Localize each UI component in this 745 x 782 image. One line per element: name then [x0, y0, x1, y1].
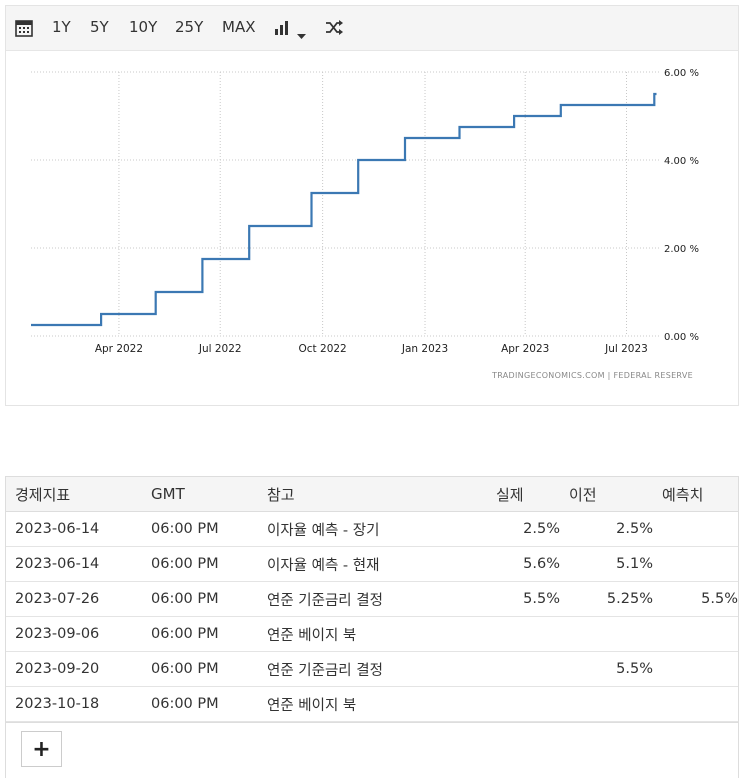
cell-event: 이자율 예측 - 현재	[258, 546, 487, 582]
cell-date: 2023-06-14	[6, 511, 142, 547]
x-tick-label: Apr 2023	[501, 343, 549, 355]
cell-forecast	[653, 686, 738, 722]
range-5y-button[interactable]: 5Y	[90, 18, 109, 36]
cell-date: 2023-10-18	[6, 686, 142, 722]
table-header-row: 경제지표 GMT 참고 실제 이전 예측치	[6, 477, 738, 512]
chart-toolbar: 1Y 5Y 10Y 25Y MAX	[6, 6, 738, 51]
table-row: 2023-06-14 06:00 PM 이자율 예측 - 장기 2.5% 2.5%	[6, 511, 738, 547]
cell-time: 06:00 PM	[142, 616, 258, 652]
cell-previous: 5.1%	[560, 546, 653, 582]
x-tick-label: Jan 2023	[401, 343, 448, 355]
cell-forecast	[653, 546, 738, 582]
cell-event: 이자율 예측 - 장기	[258, 511, 487, 547]
series-line-interest-rate	[31, 92, 657, 327]
col-header-reference: 참고	[258, 477, 487, 512]
cell-previous: 5.25%	[560, 581, 653, 617]
cell-previous	[560, 686, 653, 722]
table-row: 2023-10-18 06:00 PM 연준 베이지 북	[6, 686, 738, 722]
chart-source-label: TRADINGECONOMICS.COM | FEDERAL RESERVE	[491, 371, 693, 380]
cell-event: 연준 기준금리 결정	[258, 581, 487, 617]
y-tick-label: 4.00 %	[664, 156, 699, 167]
chart-grid	[31, 71, 661, 337]
cell-date: 2023-07-26	[6, 581, 142, 617]
col-header-gmt: GMT	[142, 477, 258, 512]
col-header-previous: 이전	[560, 477, 653, 512]
cell-forecast	[653, 511, 738, 547]
cell-actual: 2.5%	[487, 511, 560, 547]
cell-actual: 5.5%	[487, 581, 560, 617]
cell-time: 06:00 PM	[142, 511, 258, 547]
range-25y-button[interactable]: 25Y	[175, 18, 204, 36]
table-footer: +	[6, 722, 738, 778]
rate-chart: 0.00 % 2.00 % 4.00 % 6.00 % Apr 2022 Jul 2022…	[31, 68, 699, 380]
cell-actual	[487, 686, 560, 722]
cell-date: 2023-09-06	[6, 616, 142, 652]
col-header-actual: 실제	[487, 477, 560, 512]
cell-event: 연준 기준금리 결정	[258, 651, 487, 687]
cell-previous	[560, 616, 653, 652]
calendar-table-panel: 경제지표 GMT 참고 실제 이전 예측치 2023-06-14 06:00 PM…	[5, 476, 739, 778]
dropdown-caret-icon[interactable]	[297, 25, 306, 44]
range-max-button[interactable]: MAX	[222, 18, 256, 36]
cell-forecast	[653, 616, 738, 652]
table-row: 2023-09-20 06:00 PM 연준 기준금리 결정 5.5%	[6, 651, 738, 687]
cell-date: 2023-09-20	[6, 651, 142, 687]
col-header-forecast: 예측치	[653, 477, 738, 512]
x-tick-label: Jul 2022	[198, 343, 242, 355]
range-10y-button[interactable]: 10Y	[129, 18, 158, 36]
cell-date: 2023-06-14	[6, 546, 142, 582]
bar-chart-icon[interactable]	[274, 20, 290, 40]
cell-forecast	[653, 651, 738, 687]
table-row: 2023-06-14 06:00 PM 이자율 예측 - 현재 5.6% 5.1%	[6, 546, 738, 582]
chart-axis-ticks: 0.00 % 2.00 % 4.00 % 6.00 % Apr 2022 Jul 2022…	[95, 68, 699, 355]
show-more-button[interactable]: +	[21, 731, 62, 767]
table-row: 2023-09-06 06:00 PM 연준 베이지 북	[6, 616, 738, 652]
cell-actual	[487, 651, 560, 687]
cell-event: 연준 베이지 북	[258, 686, 487, 722]
x-tick-label: Jul 2023	[604, 343, 648, 355]
range-1y-button[interactable]: 1Y	[52, 18, 71, 36]
cell-forecast: 5.5%	[653, 581, 738, 617]
shuffle-icon[interactable]	[325, 20, 343, 39]
cell-previous: 2.5%	[560, 511, 653, 547]
cell-actual	[487, 616, 560, 652]
cell-previous: 5.5%	[560, 651, 653, 687]
x-tick-label: Oct 2022	[299, 343, 347, 355]
x-tick-label: Apr 2022	[95, 343, 143, 355]
cell-event: 연준 베이지 북	[258, 616, 487, 652]
calendar-icon[interactable]	[15, 19, 33, 41]
cell-actual: 5.6%	[487, 546, 560, 582]
col-header-indicator: 경제지표	[6, 477, 142, 512]
chart-panel: 1Y 5Y 10Y 25Y MAX 0.00 % 2.00 % 4.00 % 6.00	[5, 5, 739, 406]
y-tick-label: 0.00 %	[664, 332, 699, 343]
cell-time: 06:00 PM	[142, 651, 258, 687]
cell-time: 06:00 PM	[142, 686, 258, 722]
y-tick-label: 6.00 %	[664, 68, 699, 79]
cell-time: 06:00 PM	[142, 546, 258, 582]
cell-time: 06:00 PM	[142, 581, 258, 617]
economic-calendar-table: 경제지표 GMT 참고 실제 이전 예측치 2023-06-14 06:00 PM…	[6, 477, 738, 722]
table-row: 2023-07-26 06:00 PM 연준 기준금리 결정 5.5% 5.25% 5.5…	[6, 581, 738, 617]
y-tick-label: 2.00 %	[664, 244, 699, 255]
